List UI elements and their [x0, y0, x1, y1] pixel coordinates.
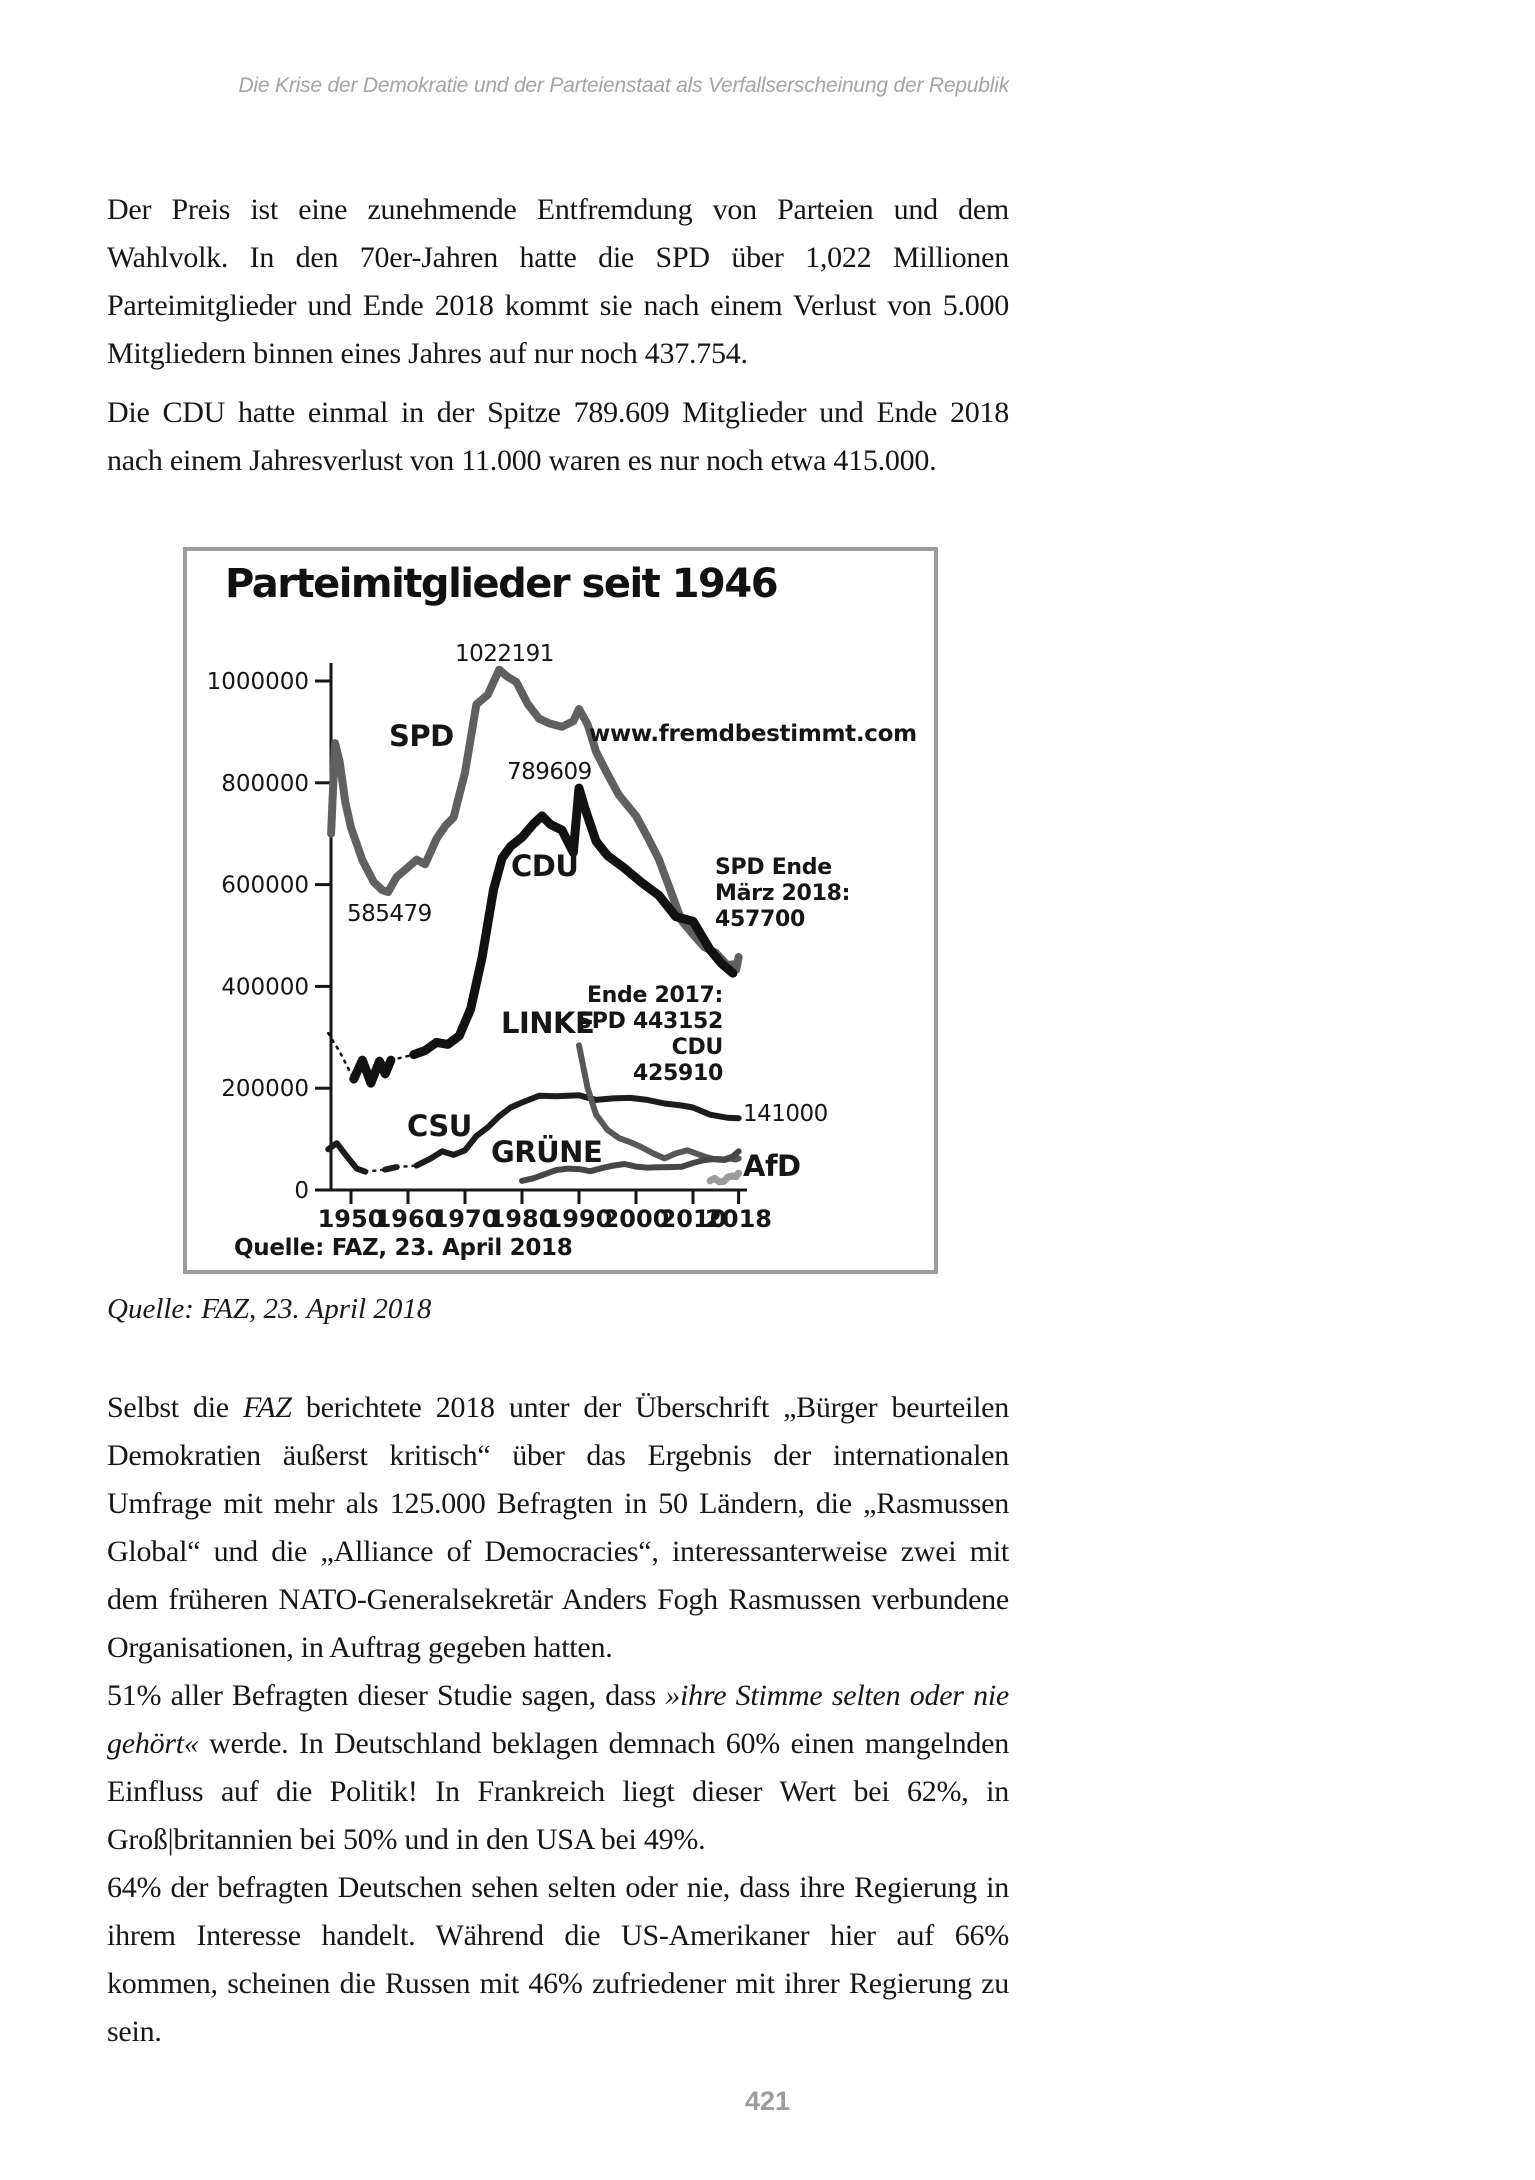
y-tick-label: 1000000 — [207, 669, 309, 695]
paragraph-3-italic-faz: FAZ — [243, 1391, 292, 1424]
series-line-csu — [413, 1092, 742, 1169]
cdu-series-label: CDU — [511, 849, 579, 883]
paragraph-1: Der Preis ist eine zunehmende Entfremdun… — [107, 193, 1009, 370]
x-tick-label: 2010 — [660, 1205, 727, 1233]
watermark-url: www.fremdbestimmt.com — [589, 721, 917, 747]
running-header: Die Krise der Demokratie und der Parteie… — [238, 74, 1009, 97]
y-tick-label: 400000 — [221, 974, 309, 1000]
spd-min-value-label: 585479 — [347, 901, 432, 927]
paragraph-4: 51% aller Befragten dieser Studie sagen,… — [107, 1672, 1009, 1864]
paragraph-4-italic-quote: »ihre Stimme selten oder nie gehört« — [107, 1679, 1009, 1760]
linke-series-label: LINKE — [501, 1006, 595, 1040]
y-tick-label: 200000 — [221, 1076, 309, 1102]
csu-end-value-label: 141000 — [743, 1101, 828, 1127]
paragraph-2: Die CDU hatte einmal in der Spitze 789.6… — [107, 396, 1009, 477]
csu-series-label: CSU — [407, 1109, 472, 1143]
x-tick-label: 1980 — [489, 1205, 556, 1233]
series-line-cdu — [409, 783, 738, 1060]
x-tick-label: 1970 — [432, 1205, 499, 1233]
series-line-csu — [382, 1164, 400, 1173]
series-line-gruene — [519, 1148, 742, 1184]
series-line-csu — [325, 1140, 369, 1175]
series-line-cdu — [326, 1031, 356, 1081]
gruene-series-label: GRÜNE — [491, 1135, 603, 1169]
chart-figure: 1000000 800000 600000 400000 200000 0 1950 1960… — [183, 547, 938, 1274]
page-number: 421 — [744, 2086, 791, 2116]
paragraph-5: 64% der befragten Deutschen sehen selten… — [107, 1871, 1009, 2048]
x-tick-label: 1990 — [546, 1205, 613, 1233]
y-tick-label: 0 — [294, 1178, 309, 1204]
paragraph-3-text-1: Selbst die — [107, 1391, 244, 1424]
x-tick-label: 2018 — [705, 1205, 772, 1233]
party-members-line-chart: 1000000 800000 600000 400000 200000 0 19501960… — [207, 663, 772, 1233]
spd-peak-value-label: 1022191 — [455, 641, 554, 667]
paragraph-4-text-1: 51% aller Befragten dieser Studie sagen,… — [107, 1679, 666, 1712]
series-line-afd — [706, 1169, 743, 1186]
chart-title: Parteimitglieder seit 1946 — [225, 561, 779, 607]
paragraph-4-text-2: werde. In Deutschland beklagen demnach 6… — [107, 1727, 1009, 1856]
spd-series-label: SPD — [389, 719, 454, 753]
x-tick-label: 2000 — [603, 1205, 670, 1233]
paragraph-3-text-2: berichtete 2018 unter der Überschrift „B… — [107, 1391, 1009, 1664]
series-line-cdu — [349, 1055, 396, 1088]
paragraph-3: Selbst die FAZ berichtete 2018 unter der… — [107, 1384, 1009, 1672]
series-line-csu — [364, 1168, 387, 1173]
figure-caption: Quelle: FAZ, 23. April 2018 — [107, 1293, 432, 1325]
afd-series-label: AfD — [743, 1149, 801, 1183]
y-tick-label: 800000 — [221, 771, 309, 797]
spd-march-2018-annotation: SPD Ende März 2018: 457700 — [715, 855, 851, 932]
series-line-csu — [395, 1164, 418, 1169]
y-tick-label: 600000 — [221, 873, 309, 899]
cdu-peak-value-label: 789609 — [507, 759, 592, 785]
chart-source-note: Quelle: FAZ, 23. April 2018 — [234, 1235, 573, 1261]
end-2017-annotation: Ende 2017: SPD 443152 CDU 425910 — [576, 983, 723, 1086]
x-tick-label: 1950 — [318, 1205, 385, 1233]
x-tick-label: 1960 — [375, 1205, 442, 1233]
